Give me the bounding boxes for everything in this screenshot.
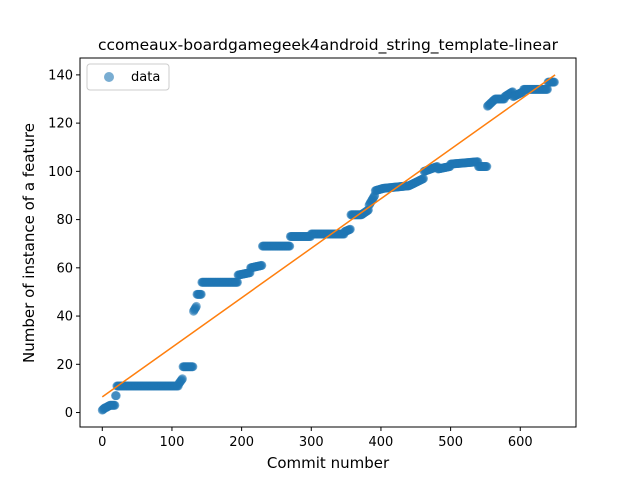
x-tick-label: 0	[98, 435, 106, 450]
x-tick-label: 400	[369, 435, 394, 450]
data-point	[257, 260, 267, 270]
legend-box	[86, 63, 170, 91]
data-point	[482, 162, 492, 172]
x-axis-label: Commit number	[267, 454, 390, 472]
x-tick-label: 600	[508, 435, 533, 450]
plot-frame	[79, 57, 577, 428]
y-tick-label: 40	[56, 310, 73, 325]
y-tick-label: 80	[56, 213, 73, 228]
y-tick-label: 100	[48, 165, 73, 180]
x-tick-label: 300	[299, 435, 324, 450]
data-point	[345, 224, 355, 234]
x-axis: 0 100 200 300 400 500 600	[98, 427, 533, 450]
legend-label-data: data	[131, 70, 160, 85]
data-point	[196, 289, 206, 299]
legend-marker-data	[104, 72, 114, 82]
data-point	[177, 374, 187, 384]
y-tick-label: 120	[48, 117, 73, 132]
data-point	[111, 391, 121, 401]
x-tick-label: 100	[160, 435, 185, 450]
data-point	[188, 362, 198, 372]
chart-title: ccomeaux-boardgamegeek4android_string_te…	[98, 36, 559, 55]
data-point	[285, 241, 295, 251]
y-tick-label: 0	[65, 406, 73, 421]
y-axis-label: Number of instance of a feature	[20, 123, 38, 363]
x-tick-label: 500	[438, 435, 463, 450]
fit-line	[101, 74, 556, 398]
legend: data	[86, 63, 170, 91]
x-tick-label: 200	[229, 435, 254, 450]
data-point	[418, 174, 428, 184]
y-tick-label: 60	[56, 261, 73, 276]
data-point	[191, 301, 201, 311]
plot-area	[97, 74, 559, 415]
data-point	[549, 77, 559, 87]
y-tick-label: 140	[48, 68, 73, 83]
data-layer	[97, 74, 559, 415]
y-tick-label: 20	[56, 358, 73, 373]
data-point	[542, 84, 552, 94]
y-axis: 0 20 40 60 80 100 120 140	[48, 68, 80, 421]
data-point	[110, 400, 120, 410]
data-point	[232, 277, 242, 287]
